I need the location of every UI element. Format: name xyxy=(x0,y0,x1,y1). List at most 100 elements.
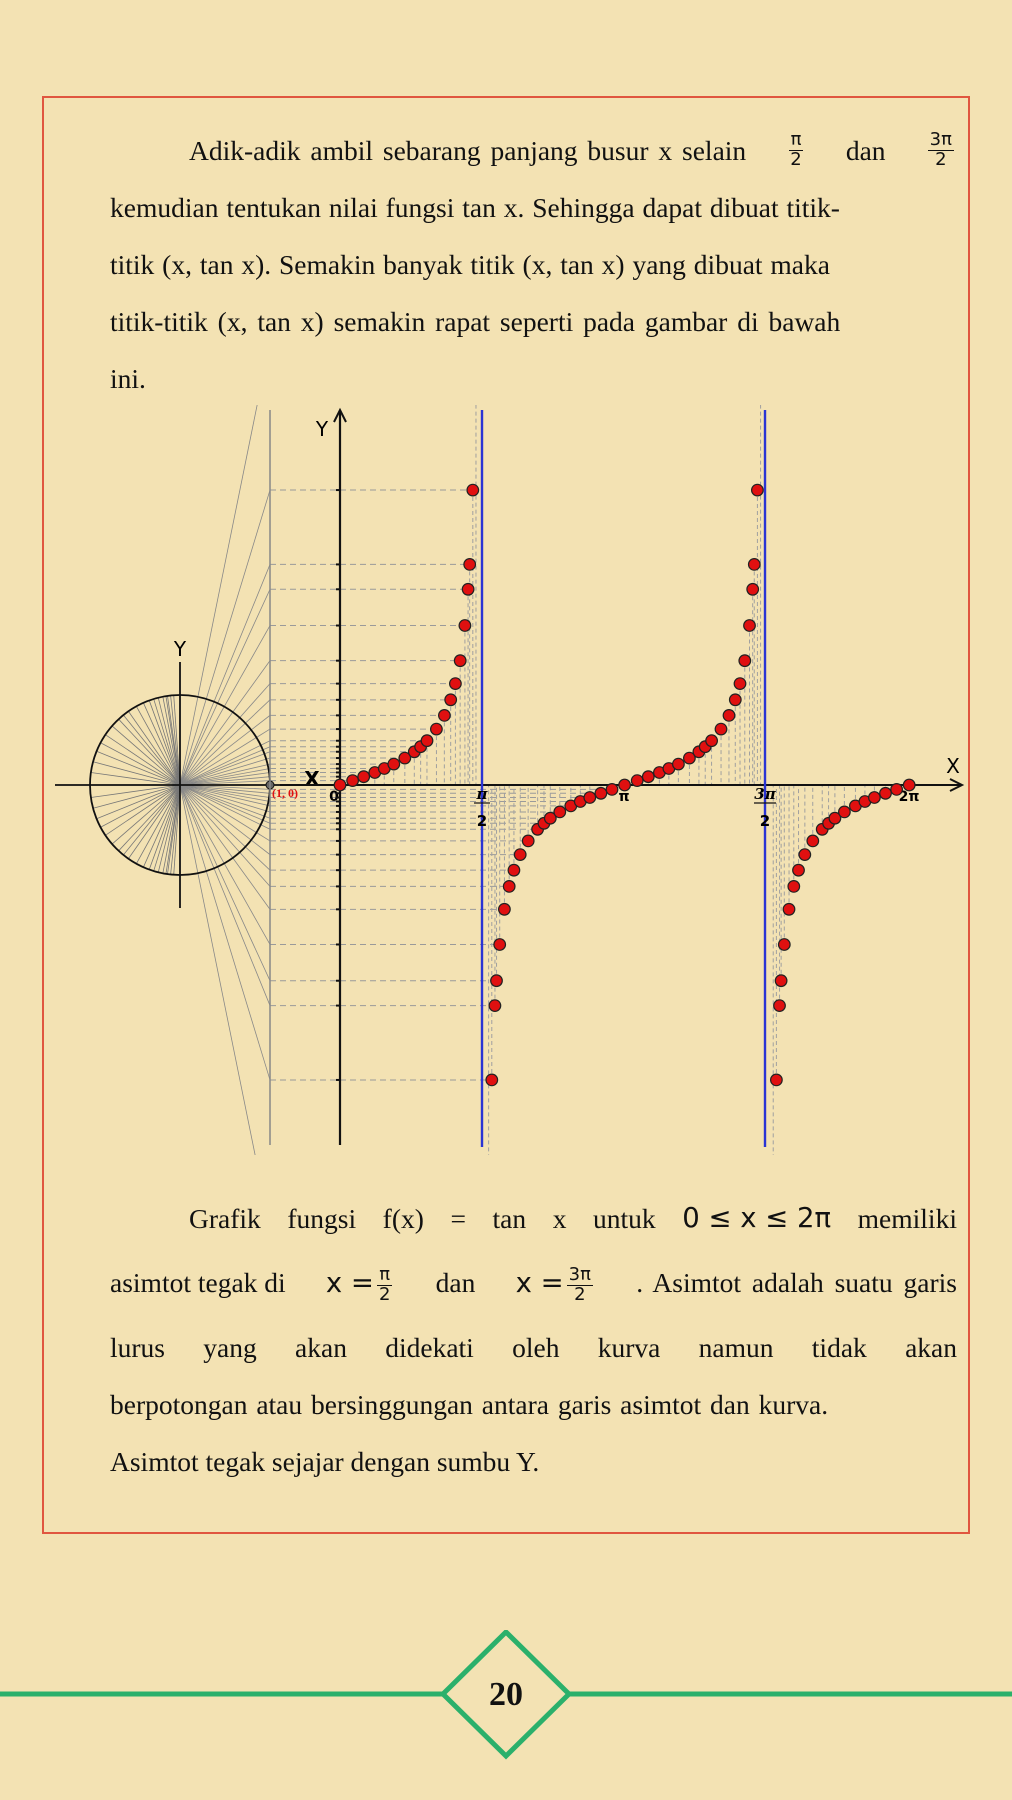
data-point xyxy=(777,938,791,951)
radius-line xyxy=(162,784,181,874)
data-point xyxy=(838,805,851,819)
tangent-graph-figure: Y X (1, 0) Y X 0 π 2 π 3π 2 2π xyxy=(55,405,965,1155)
intro-line-1-dan: dan xyxy=(845,135,886,166)
asymptote-line-2-eq2: x = 3π 2 xyxy=(516,1247,596,1319)
radius-line xyxy=(153,698,181,786)
y-axis-ticks xyxy=(336,489,340,1081)
projection-line xyxy=(179,589,271,786)
word: memiliki xyxy=(857,1203,957,1234)
projection-line xyxy=(179,763,271,786)
data-point xyxy=(463,558,477,571)
asymptote-line-4: berpotongan atau bersinggungan antara ga… xyxy=(110,1389,829,1420)
data-point xyxy=(387,757,401,771)
projection-line xyxy=(179,768,271,786)
word: akan xyxy=(295,1332,347,1363)
radius-line xyxy=(157,784,181,873)
projection-line xyxy=(179,757,271,786)
data-point xyxy=(890,783,903,796)
word: kurva xyxy=(597,1332,661,1363)
intro-line-1-text: Adik-adik ambil sebarang panjang busur x… xyxy=(189,135,747,166)
data-point xyxy=(466,483,480,497)
data-point xyxy=(594,786,608,800)
data-point xyxy=(798,848,812,861)
projection-line xyxy=(179,784,271,794)
data-point xyxy=(770,1073,783,1087)
tick-3pi-half-numerator: 3π xyxy=(754,785,776,803)
fraction-3pi-over-2: 3π 2 xyxy=(927,130,954,170)
word: x xyxy=(552,1203,567,1234)
asymptote-line-2-dan: dan xyxy=(435,1267,476,1298)
fraction-denominator: 2 xyxy=(935,149,947,170)
data-point xyxy=(879,786,892,800)
projection-line xyxy=(179,784,271,855)
word: oleh xyxy=(512,1332,560,1363)
content-frame xyxy=(42,96,970,1534)
data-point xyxy=(828,811,842,825)
page-number: 20 xyxy=(489,1676,523,1713)
word: lurus xyxy=(110,1332,165,1363)
projection-line xyxy=(179,564,271,786)
projection-line xyxy=(179,715,271,786)
asymptote-line-2-eq1: x = π 2 xyxy=(326,1247,396,1319)
data-point xyxy=(733,677,747,690)
radius-line xyxy=(173,784,181,875)
radius-line xyxy=(162,696,181,786)
radius-line xyxy=(92,761,181,786)
projection-line xyxy=(179,772,271,786)
data-point xyxy=(488,999,502,1012)
projection-line xyxy=(179,776,271,786)
data-point xyxy=(420,734,434,748)
projection-line xyxy=(179,784,271,1006)
graph-y-label: Y xyxy=(315,417,329,441)
page-number-diamond xyxy=(439,1630,573,1760)
unit-point-label: (1, 0) xyxy=(272,786,298,800)
asymptote-line-2: asimtot tegak di x = π 2 dan x = 3π 2 . Asim… xyxy=(110,1247,957,1319)
data-point xyxy=(618,778,631,792)
projection-line xyxy=(179,784,271,830)
fraction-denominator: 2 xyxy=(574,1284,586,1306)
radius-line xyxy=(148,784,181,870)
data-point xyxy=(543,811,557,825)
projection-line xyxy=(179,728,271,786)
projection-line xyxy=(179,683,271,786)
data-point xyxy=(787,880,801,893)
data-point xyxy=(747,558,761,571)
data-point xyxy=(722,709,736,722)
asymptote-line-2-text-a: asimtot tegak di xyxy=(110,1267,286,1298)
word: yang xyxy=(203,1332,257,1363)
horizontal-guide-lines xyxy=(270,489,612,1081)
projection-line xyxy=(179,784,271,842)
asymptote-line-2-text-b: . Asimtot adalah suatu garis xyxy=(636,1267,957,1298)
word: didekati xyxy=(385,1332,474,1363)
word: fungsi xyxy=(287,1203,357,1234)
projection-line xyxy=(179,660,271,786)
projection-line xyxy=(179,784,271,945)
data-point xyxy=(738,654,752,668)
radius-line xyxy=(118,784,181,852)
fraction-3pi-over-2: 3π 2 xyxy=(566,1265,593,1306)
graph-y-arrow-icon xyxy=(333,407,347,423)
projection-line xyxy=(179,784,271,1081)
data-point xyxy=(672,757,685,771)
intro-line-3: titik (x, tan x). Semakin banyak titik (… xyxy=(110,249,830,280)
radius-line xyxy=(118,718,181,786)
radius-line xyxy=(170,784,181,875)
data-point xyxy=(902,778,916,792)
fraction-denominator: 2 xyxy=(378,1284,391,1306)
data-point xyxy=(641,770,655,784)
data-point xyxy=(683,751,696,765)
radius-line xyxy=(123,784,181,856)
tick-2pi: 2π xyxy=(899,789,920,805)
page-footer xyxy=(0,1630,1012,1760)
projection-line xyxy=(179,784,271,819)
data-point xyxy=(490,974,503,988)
word: f(x) xyxy=(382,1203,424,1234)
data-point xyxy=(521,834,535,848)
fraction-numerator: π xyxy=(377,1264,393,1287)
projection-line xyxy=(179,740,271,786)
radius-line xyxy=(148,700,181,786)
data-point xyxy=(630,774,644,787)
data-point xyxy=(438,709,451,722)
radius-line xyxy=(105,784,181,836)
